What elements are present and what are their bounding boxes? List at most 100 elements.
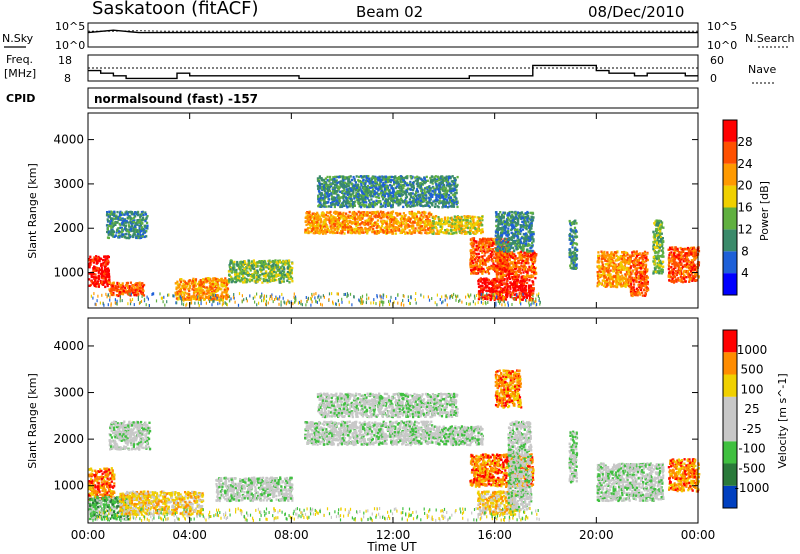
cell	[260, 268, 264, 272]
cell	[307, 230, 310, 233]
cell	[264, 276, 267, 279]
cell	[326, 185, 330, 189]
cell	[481, 257, 484, 261]
cell	[339, 231, 342, 235]
cell	[325, 183, 328, 186]
cell	[365, 175, 368, 178]
cell	[351, 203, 355, 206]
cell	[175, 286, 178, 289]
cell	[95, 285, 98, 288]
cell	[274, 271, 278, 274]
cell	[450, 180, 453, 183]
cell	[357, 231, 360, 234]
cell	[493, 256, 496, 260]
cell	[448, 176, 451, 179]
cell	[447, 232, 450, 235]
cell	[180, 297, 184, 301]
cell	[315, 228, 318, 231]
cell	[140, 282, 144, 285]
cell	[210, 279, 213, 283]
cell	[335, 199, 338, 202]
cell	[337, 227, 340, 230]
cell	[328, 188, 331, 191]
cell	[388, 227, 391, 231]
cell	[311, 224, 314, 228]
cell	[118, 230, 121, 233]
cell	[276, 273, 279, 276]
cell	[121, 235, 124, 238]
cell	[392, 176, 396, 179]
cell	[264, 274, 268, 277]
cell	[472, 266, 475, 269]
cell	[330, 220, 333, 223]
cell	[382, 231, 385, 234]
cell	[345, 220, 348, 223]
cell	[255, 277, 258, 280]
cell	[480, 221, 483, 224]
cell	[112, 293, 115, 297]
cell	[252, 259, 255, 262]
cell	[197, 287, 200, 290]
cell	[264, 272, 267, 275]
cell	[114, 284, 117, 288]
cell	[361, 192, 364, 195]
cell	[453, 177, 456, 180]
cell	[354, 222, 357, 226]
cell	[97, 285, 100, 288]
cell	[304, 228, 307, 232]
cell	[331, 226, 334, 229]
cell	[199, 291, 202, 294]
cell	[323, 214, 326, 217]
cell	[350, 202, 353, 206]
cell	[199, 283, 203, 286]
cell	[396, 228, 399, 231]
cell	[102, 277, 105, 280]
cell	[106, 236, 110, 239]
cell	[378, 182, 382, 185]
cell	[356, 184, 359, 187]
cell	[352, 204, 355, 208]
cell	[316, 184, 319, 188]
cell	[416, 184, 420, 188]
cell	[387, 204, 390, 207]
cell	[323, 193, 327, 196]
cell	[426, 179, 429, 182]
cell	[334, 192, 337, 195]
cell	[481, 241, 484, 244]
cell	[444, 177, 448, 181]
cell	[383, 188, 386, 191]
cell	[200, 281, 203, 284]
cell	[371, 230, 374, 234]
cell	[312, 222, 315, 225]
cell	[444, 201, 447, 204]
cell	[106, 212, 109, 216]
cell	[422, 204, 425, 208]
cell	[442, 197, 445, 201]
cell	[443, 179, 446, 182]
cell	[400, 177, 403, 180]
cell	[472, 237, 475, 240]
cell	[456, 216, 459, 219]
cell	[139, 224, 143, 227]
cell	[450, 191, 453, 195]
cell	[437, 177, 440, 180]
cell	[125, 228, 128, 231]
cell	[445, 220, 448, 223]
cell	[97, 277, 100, 281]
cell	[121, 217, 124, 220]
cell	[380, 205, 383, 208]
cell	[337, 203, 340, 207]
cell	[137, 221, 140, 224]
cell	[394, 192, 397, 196]
cell	[318, 187, 321, 190]
cell	[305, 223, 308, 227]
cell	[396, 198, 399, 201]
cell	[322, 215, 325, 218]
cell	[233, 266, 236, 269]
cell	[275, 261, 278, 264]
cell	[260, 261, 263, 264]
cell	[428, 186, 431, 189]
cell	[134, 225, 137, 228]
cell	[88, 264, 91, 267]
cell	[110, 228, 113, 232]
